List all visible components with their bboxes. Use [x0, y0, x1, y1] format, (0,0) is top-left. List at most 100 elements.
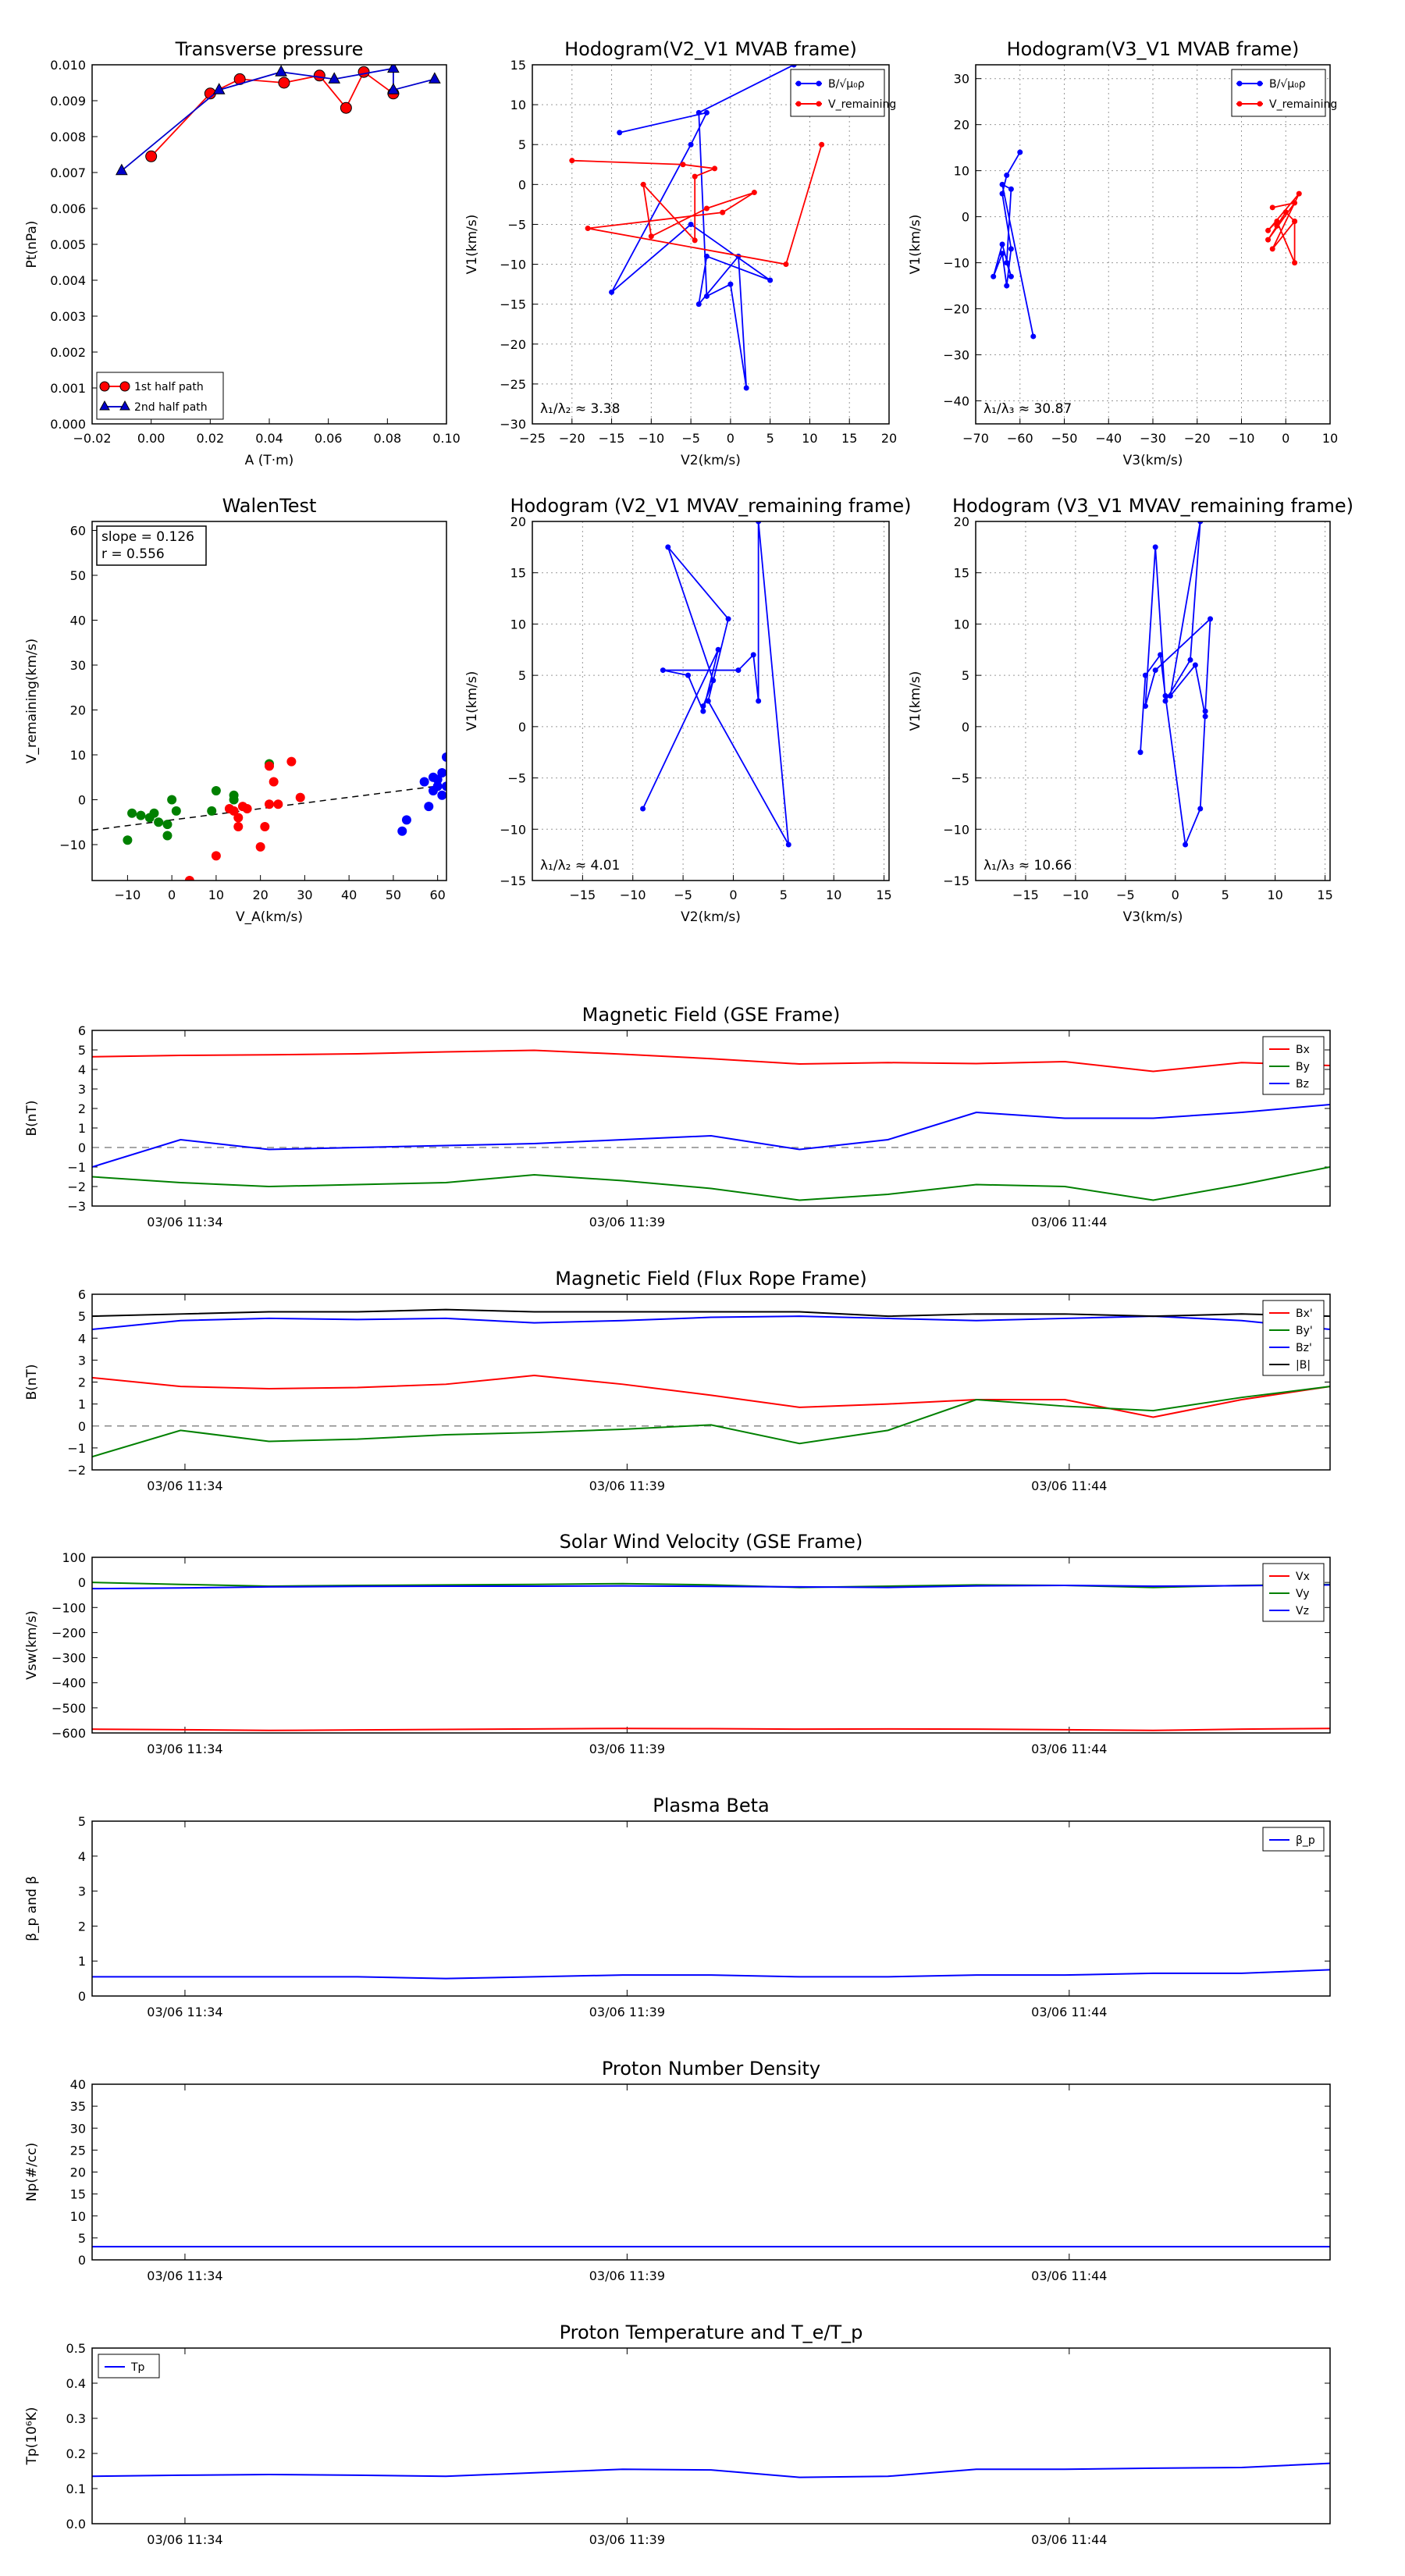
data-point — [715, 646, 721, 653]
x-tick-label: 15 — [841, 431, 857, 446]
data-point — [569, 158, 575, 164]
data-point — [1162, 692, 1168, 699]
x-tick-label: −15 — [599, 431, 625, 446]
y-tick-label: 6 — [78, 1287, 86, 1302]
data-point — [743, 385, 749, 391]
y-tick-label: 40 — [70, 614, 86, 628]
data-point — [1004, 260, 1010, 266]
x-tick-label: −30 — [1140, 431, 1166, 446]
y-tick-label: 0.006 — [50, 201, 86, 216]
legend-marker — [816, 101, 822, 107]
data-point — [660, 667, 666, 674]
data-point — [1282, 209, 1289, 215]
data-point — [819, 141, 825, 148]
x-tick-label: −70 — [962, 431, 989, 446]
data-point — [700, 708, 706, 714]
data-point — [791, 65, 797, 68]
y-tick-label: −3 — [67, 1199, 86, 1214]
x-tick-label: −10 — [1229, 431, 1255, 446]
x-tick-label: 0.06 — [315, 431, 343, 446]
x-tick-label: 5 — [1222, 888, 1229, 902]
data-point — [295, 792, 305, 802]
plot-area — [92, 1582, 1330, 1731]
data-point — [785, 841, 791, 848]
y-tick-label: −10 — [500, 822, 526, 837]
legend-label: Vz — [1296, 1605, 1309, 1617]
y-tick-label: 0 — [78, 1419, 86, 1434]
data-point — [648, 233, 654, 240]
legend-label: Vx — [1296, 1571, 1310, 1583]
legend-label: |B| — [1296, 1359, 1311, 1372]
y-tick-label: −15 — [943, 873, 969, 888]
data-point — [692, 237, 698, 244]
y-tick-label: 5 — [518, 137, 526, 152]
series-line-1 — [92, 1582, 1330, 1589]
y-tick-label: −2 — [67, 1179, 86, 1194]
data-point — [154, 817, 164, 827]
data-point — [703, 109, 710, 116]
legend-marker — [1257, 101, 1263, 107]
legend-label: Vy — [1296, 1588, 1310, 1600]
y-tick-label: 0 — [962, 720, 969, 735]
legend-marker — [1257, 80, 1263, 87]
y-tick-label: 0.5 — [66, 2341, 86, 2356]
y-tick-label: 20 — [954, 514, 969, 529]
x-tick-label: 50 — [386, 888, 401, 902]
x-tick-label: −20 — [1184, 431, 1211, 446]
plot-frame — [91, 64, 447, 425]
data-point — [1017, 149, 1023, 155]
y-tick-label: 0 — [78, 793, 86, 808]
series-line-0 — [92, 1727, 1330, 1731]
y-tick-label: −15 — [500, 873, 526, 888]
data-point — [229, 790, 239, 800]
x-axis-label: V3(km/s) — [1123, 453, 1183, 468]
series-line-0 — [610, 65, 795, 389]
chart-title: Solar Wind Velocity (GSE Frame) — [560, 1531, 863, 1553]
y-tick-label: 0.2 — [66, 2446, 86, 2461]
series-line-1 — [121, 67, 436, 172]
legend-box — [1262, 1300, 1325, 1376]
data-point — [585, 226, 591, 232]
data-point — [286, 756, 297, 767]
data-point — [999, 181, 1005, 187]
data-point — [1197, 521, 1204, 525]
x-tick-label: 03/06 11:34 — [147, 1742, 222, 1756]
y-tick-label: 15 — [510, 566, 526, 581]
y-tick-label: −2 — [67, 1463, 86, 1478]
x-tick-label: 03/06 11:34 — [147, 2532, 222, 2547]
data-point — [397, 826, 407, 836]
y-tick-label: −10 — [500, 258, 526, 272]
legend-marker — [1236, 101, 1243, 107]
data-point — [999, 190, 1005, 197]
data-point — [1296, 190, 1302, 197]
data-point — [1269, 246, 1275, 252]
plot-area — [92, 2462, 1330, 2478]
data-point — [700, 703, 706, 710]
data-point — [149, 808, 159, 818]
data-point — [1187, 656, 1193, 663]
ratio-annotation: λ₁/λ₂ ≈ 3.38 — [540, 401, 620, 417]
y-tick-label: 0 — [78, 2253, 86, 2268]
data-point — [1269, 205, 1275, 211]
data-point — [273, 799, 283, 809]
data-point — [115, 163, 128, 176]
y-tick-label: −5 — [507, 217, 526, 232]
x-tick-label: 03/06 11:39 — [589, 2268, 665, 2283]
data-point — [401, 815, 411, 825]
x-tick-label: −10 — [1062, 888, 1089, 902]
y-tick-label: 30 — [70, 658, 86, 673]
data-point — [750, 652, 756, 658]
y-tick-label: 10 — [70, 748, 86, 763]
x-tick-label: 0.08 — [374, 431, 402, 446]
legend-marker — [99, 381, 110, 392]
data-point — [1274, 222, 1280, 229]
data-point — [720, 209, 726, 215]
y-tick-label: −25 — [500, 377, 526, 392]
x-tick-label: 03/06 11:34 — [147, 1215, 222, 1229]
data-point — [432, 781, 443, 792]
y-tick-label: 0.007 — [50, 165, 86, 180]
x-tick-label: 03/06 11:39 — [589, 1215, 665, 1229]
y-tick-label: 20 — [70, 703, 86, 718]
y-tick-label: 0.0 — [66, 2517, 86, 2532]
series-line-0 — [92, 1049, 1330, 1073]
